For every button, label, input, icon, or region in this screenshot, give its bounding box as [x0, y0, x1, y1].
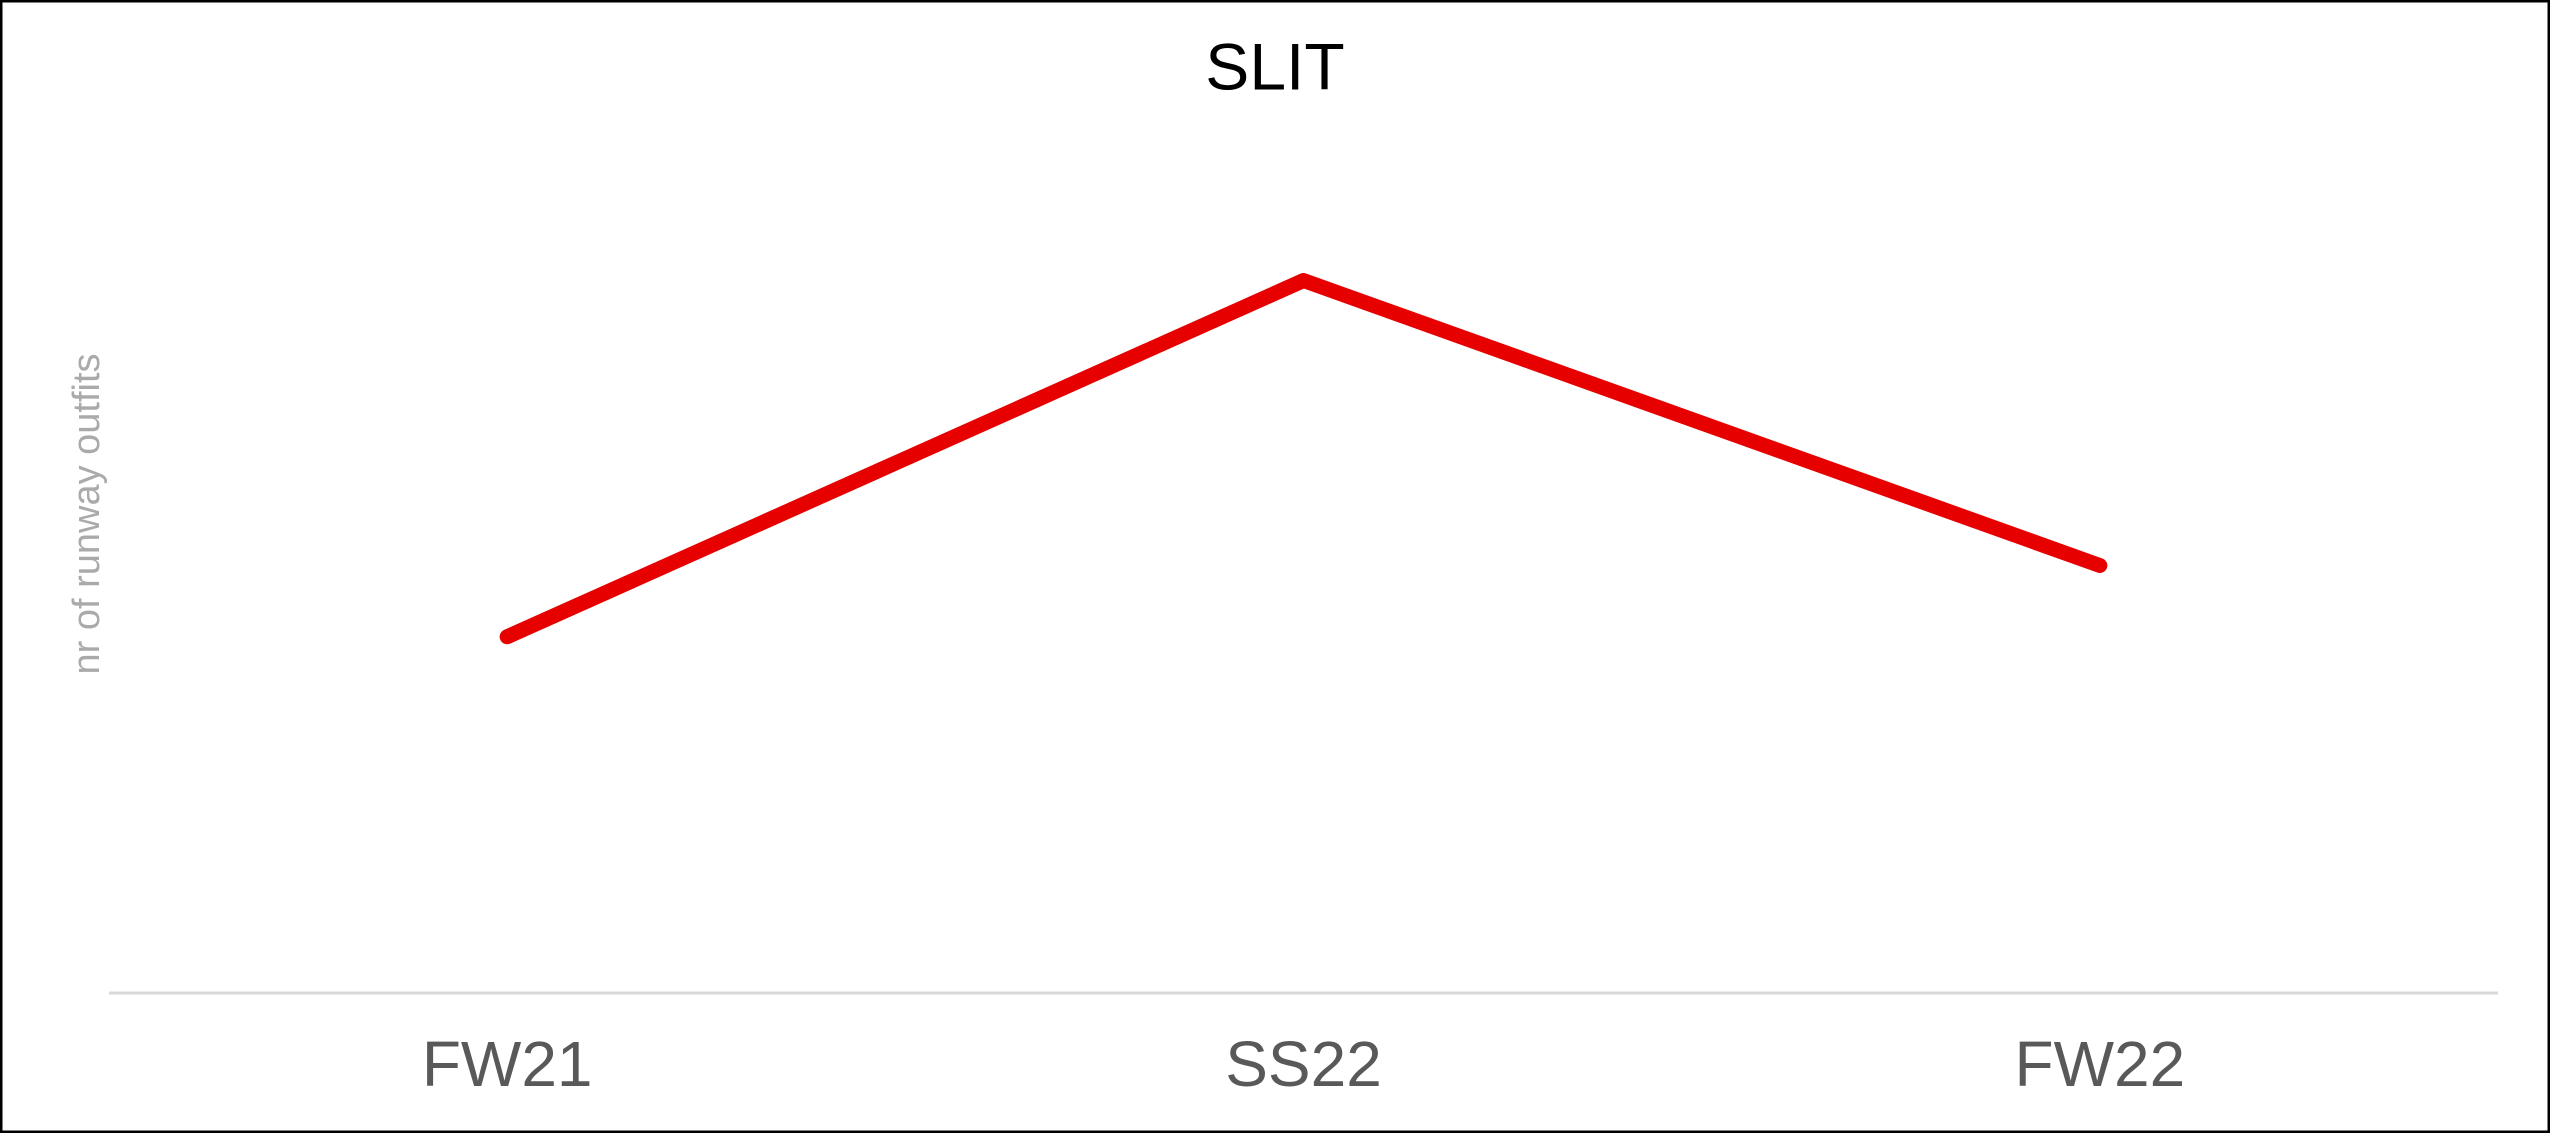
data-line: [499, 273, 2108, 645]
x-tick-label: FW22: [2014, 1028, 2185, 1100]
y-axis-label: nr of runway outfits: [66, 353, 108, 674]
x-tick-label: FW21: [422, 1028, 593, 1100]
chart-title: SLIT: [1205, 29, 1344, 103]
x-tick-label: SS22: [1225, 1028, 1382, 1100]
